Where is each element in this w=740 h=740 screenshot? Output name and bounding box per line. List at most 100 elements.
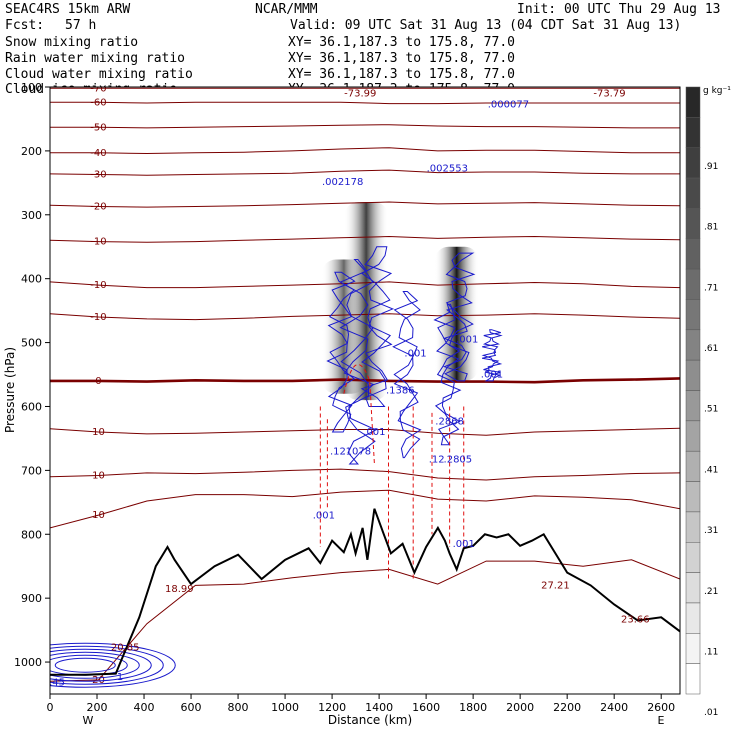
y-tick-label-6: 700: [21, 464, 42, 477]
low-cloud-contour-1: [50, 645, 164, 685]
contour-value-label-12: .1078: [342, 446, 371, 457]
contour-value-label-13: .12: [429, 455, 445, 466]
x-tick-label-3: 600: [181, 701, 202, 714]
x-tick-label-13: 2600: [647, 701, 675, 714]
isotherm-label-4: -30: [90, 170, 106, 181]
forecast-hours: 57 h: [65, 18, 96, 33]
isotherm-8: [50, 313, 680, 321]
contour-value-label-3: .002553: [427, 163, 468, 174]
contour-value-label-14: .2805: [444, 455, 473, 466]
y-axis-label: Pressure (hPa): [3, 347, 17, 433]
cloud-water-contour-1: [339, 258, 378, 465]
colorbar-label-8: .11: [704, 648, 718, 658]
isotherm-label-3: -40: [90, 148, 106, 159]
isotherm-7: [50, 281, 680, 289]
colorbar-label-9: .01: [704, 708, 718, 718]
isotherm-11: [50, 468, 680, 481]
isotherm-label-10: 10: [92, 427, 105, 438]
x-tick-label-0: 0: [47, 701, 54, 714]
contour-value-label-18: 27.21: [541, 581, 570, 592]
colorbar: .91 .81 .71 .61 .51 .41 .31 .21 .11 .01: [685, 86, 718, 718]
terrain-line: [50, 508, 680, 676]
x-tick-label-11: 2200: [553, 701, 581, 714]
axes: 0 200 400 600 800 1000 1200 1400 1600 1800 2000 220…: [14, 81, 675, 714]
colorbar-label-4: .51: [704, 405, 718, 415]
colorbar-label-5: .41: [704, 465, 718, 475]
cloud-water-contour-0: [326, 271, 356, 433]
x-tick-label-1: 200: [87, 701, 108, 714]
colorbar-unit: g kg⁻¹: [703, 86, 731, 96]
contour-value-label-15: .001: [313, 510, 335, 521]
colorbar-label-6: .31: [704, 526, 718, 536]
low-cloud-contour-5: [54, 657, 116, 673]
x-axis-west-label: W: [83, 714, 94, 727]
cloud-water-contour-3: [392, 290, 422, 459]
contour-value-label-2: .002178: [322, 177, 363, 188]
y-tick-label-3: 400: [21, 273, 42, 286]
isotherm-label-0: -70: [90, 83, 106, 94]
temperature-contours: -70 -60 -50 -40 -30 -20 -10 -10 -10 0 10 10 10 20: [50, 83, 680, 686]
contour-value-label-1: -73.79: [593, 89, 625, 100]
x-tick-label-4: 800: [228, 701, 249, 714]
colorbar-swatch-4: [685, 208, 701, 239]
contour-value-label-21: .45: [49, 678, 65, 689]
colorbar-label-2: .71: [704, 283, 718, 293]
isotherm-6: [50, 235, 680, 243]
y-tick-label-5: 600: [21, 400, 42, 413]
y-tick-label-2: 300: [21, 209, 42, 222]
colorbar-swatch-17: [685, 602, 701, 634]
isotherm-label-8: -10: [90, 312, 106, 323]
colorbar-swatch-7: [685, 299, 701, 331]
colorbar-swatch-2: [685, 147, 701, 179]
colorbar-swatch-19: [685, 663, 701, 695]
colorbar-label-3: .61: [704, 344, 718, 354]
isotherm-3: [50, 147, 680, 155]
isotherm-4: [50, 169, 680, 176]
x-tick-label-6: 1200: [318, 701, 346, 714]
colorbar-swatch-0: [685, 86, 701, 118]
x-tick-label-10: 2000: [506, 701, 534, 714]
isotherm-1: [50, 101, 680, 105]
cloud-water-contour-6: [481, 329, 503, 382]
low-cloud-contour-0: [50, 642, 176, 688]
colorbar-swatch-12: [685, 450, 701, 482]
isotherm-label-7: -10: [90, 280, 106, 291]
org-name: NCAR/MMM: [255, 2, 318, 17]
cloud-water-contours: [50, 246, 503, 688]
isotherm-10: [50, 427, 680, 436]
contour-value-label-0: -73.99: [344, 89, 376, 100]
x-tick-label-8: 1600: [412, 701, 440, 714]
isotherm-label-2: -50: [90, 122, 106, 133]
contour-value-label-9: .001: [363, 427, 385, 438]
isotherm-label-5: -20: [90, 201, 106, 212]
colorbar-swatch-3: [685, 177, 701, 209]
colorbar-label-1: .81: [704, 223, 718, 233]
y-tick-label-9: 1000: [14, 656, 42, 669]
low-cloud-contour-3: [50, 651, 140, 679]
contour-value-label-17: 18.99: [165, 584, 194, 595]
field-rain-xy: XY= 36.1,187.3 to 175.8, 77.0: [288, 51, 515, 66]
contour-value-label-20: 20.85: [111, 643, 140, 654]
y-tick-label-8: 900: [21, 592, 42, 605]
isotherm-13: [50, 559, 680, 682]
cloud-water-contour-5: [442, 252, 476, 382]
init-time: Init: 00 UTC Thu 29 Aug 13: [517, 2, 721, 17]
contour-value-label-5: .001: [404, 349, 426, 360]
rain-water-contour-main: [343, 364, 375, 465]
isotherm-12: [50, 489, 680, 529]
field-snow-name: Snow mixing ratio: [5, 35, 138, 50]
isotherm-label-1: -60: [90, 97, 106, 108]
contour-value-label-11: .12: [330, 446, 346, 457]
isotherm-label-9: 0: [95, 376, 101, 387]
field-cloud-water-xy: XY= 36.1,187.3 to 175.8, 77.0: [288, 67, 515, 82]
field-cloud-water-name: Cloud water mixing ratio: [5, 67, 193, 82]
contour-value-label-4: .000077: [488, 99, 529, 110]
isotherm-5: [50, 201, 680, 208]
colorbar-label-7: .21: [704, 587, 718, 597]
low-cloud-contour-2: [50, 648, 152, 682]
y-tick-label-1: 200: [21, 145, 42, 158]
isotherm-label-6: -10: [90, 237, 106, 248]
isotherm-label-12: 10: [92, 510, 105, 521]
snow-column-1: [344, 202, 389, 401]
